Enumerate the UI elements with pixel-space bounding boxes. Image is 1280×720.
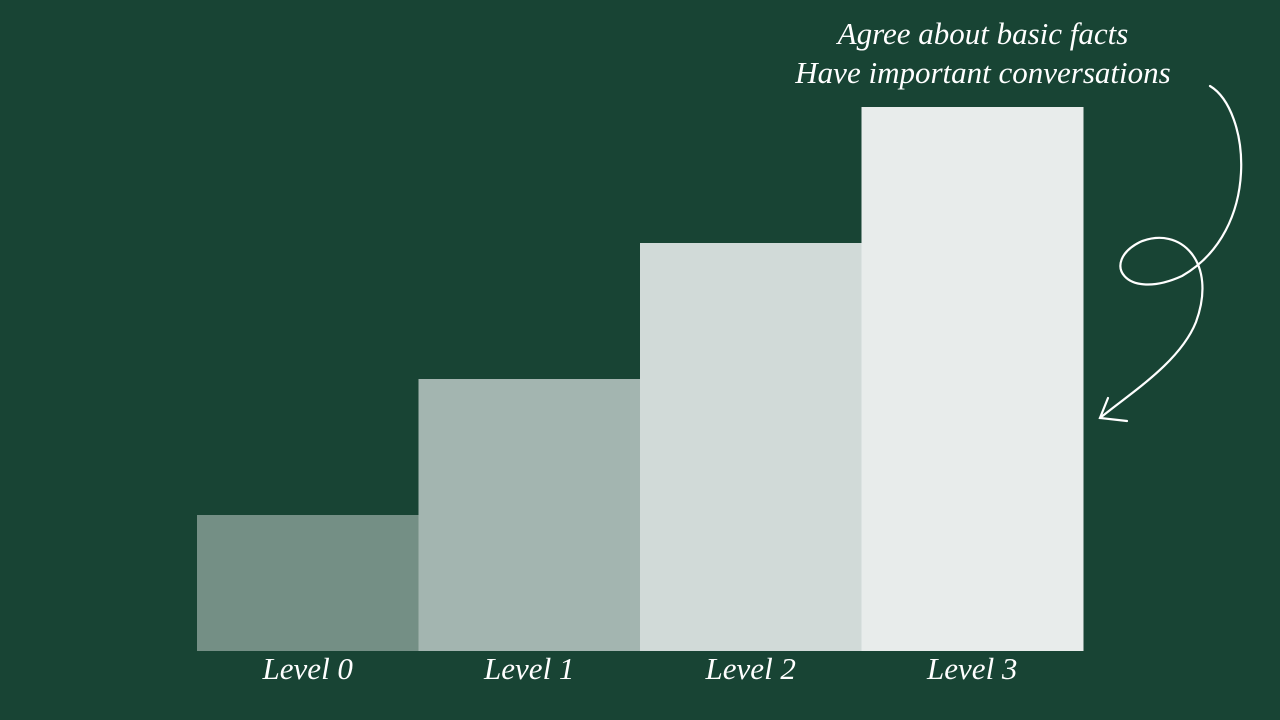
annotation: Agree about basic facts <box>836 16 1129 51</box>
x-tick-label: Level 2 <box>705 651 796 686</box>
x-tick-label: Level 0 <box>262 651 354 686</box>
arrow <box>1098 84 1243 420</box>
bar <box>640 243 862 651</box>
bar <box>418 379 641 651</box>
bar <box>197 515 419 651</box>
x-tick-label: Level 3 <box>926 651 1017 686</box>
x-tick-label: Level 1 <box>483 651 574 686</box>
arrow-head <box>1098 396 1129 423</box>
bar <box>861 107 1084 651</box>
annotation: Have important conversations <box>794 55 1170 90</box>
